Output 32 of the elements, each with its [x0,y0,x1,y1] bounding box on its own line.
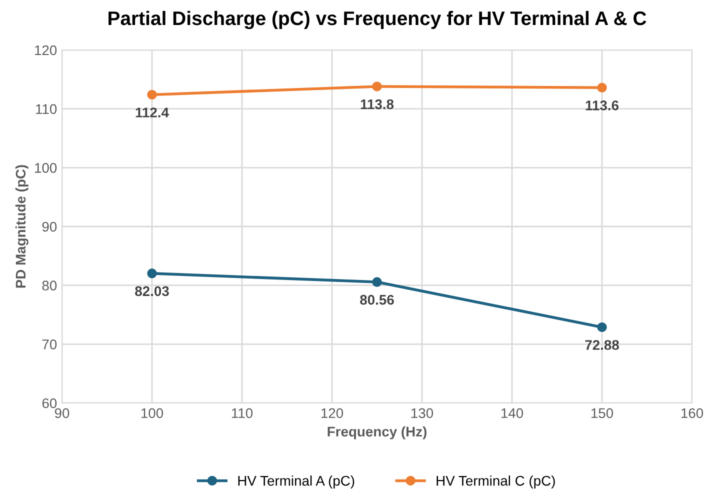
y-tick-label: 90 [42,222,57,232]
legend-label: HV Terminal A (pC) [238,476,354,488]
y-tick-label: 120 [35,45,57,56]
point [147,90,157,100]
x-tick-label: 130 [411,408,434,418]
y-tick-label: 110 [36,104,57,114]
point [372,277,382,287]
legend-label: HV Terminal C (pC) [436,476,555,488]
x-axis-title: Frequency (Hz) [328,426,426,440]
data-label: 80.56 [360,294,394,305]
point [147,268,157,278]
chart-title: Partial Discharge (pC) vs Frequency for HV Terminal A & C [108,10,646,30]
data-label: 113.6 [586,100,618,110]
data-label: 113.8 [360,99,394,110]
x-tick-label: 90 [54,408,70,418]
y-tick-label: 80 [42,280,57,291]
point [372,82,382,92]
x-tick-label: 140 [501,408,524,418]
point [597,82,607,93]
x-tick-label: 150 [591,408,614,418]
x-tick-label: 160 [681,408,704,418]
y-axis-title: PD Magnitude (pC) [15,165,28,288]
x-tick-label: 100 [141,408,164,418]
point [597,322,607,332]
y-tick-label: 60 [42,398,57,408]
y-tick-label: 70 [42,340,57,350]
data-label: 112.4 [136,108,169,118]
data-label: 82.03 [135,286,169,296]
x-tick-label: 110 [232,408,253,418]
x-tick-label: 120 [321,408,344,418]
data-label: 72.88 [585,340,619,350]
y-tick-label: 100 [35,163,57,173]
